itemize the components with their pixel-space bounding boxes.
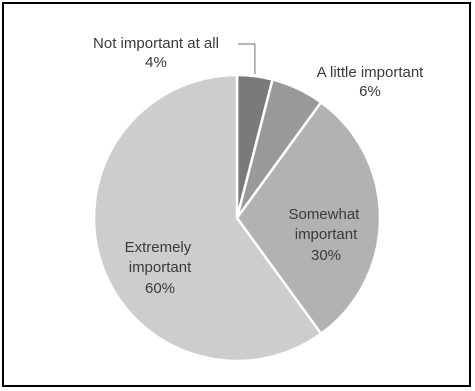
slice-label-little-important: A little important <box>317 64 425 81</box>
leader-line <box>238 43 256 75</box>
slice-value-not-important: 4% <box>145 54 167 71</box>
slice-value-little-important: 6% <box>359 83 381 100</box>
slice-value-extremely-important: 60% <box>145 280 175 297</box>
pie-slices <box>92 73 382 363</box>
slice-label-somewhat-important: Somewhat important <box>288 206 363 243</box>
slice-value-somewhat-important: 30% <box>311 247 341 264</box>
slice-label-not-important: Not important at all <box>93 35 219 52</box>
slice-somewhat-important <box>235 100 382 336</box>
slice-extremely-important <box>92 73 323 363</box>
slice-label-extremely-important: Extremely important <box>125 239 196 276</box>
